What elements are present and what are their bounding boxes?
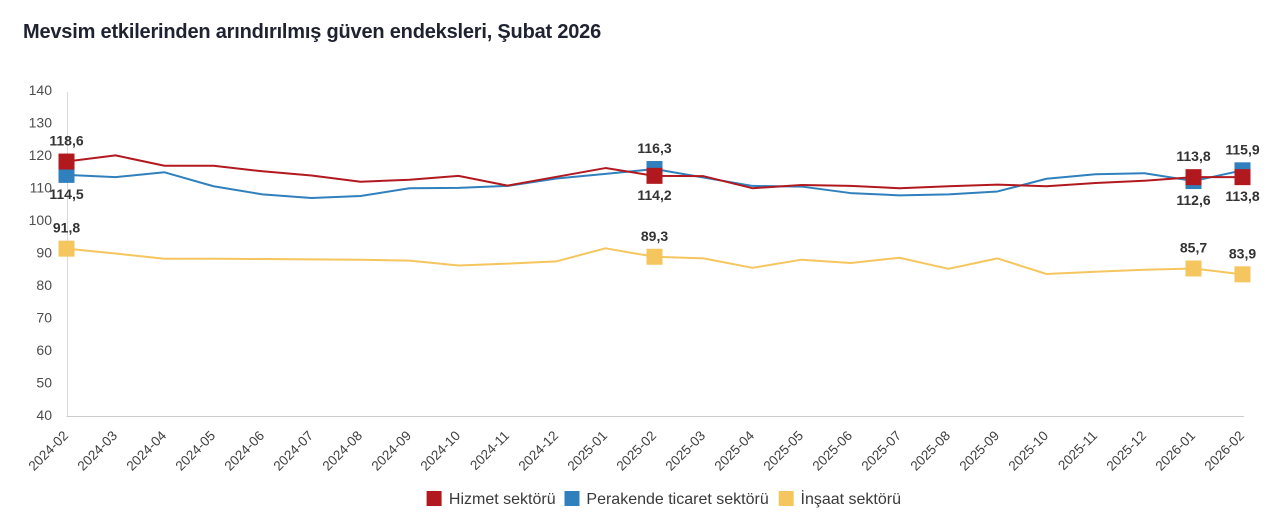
svg-text:113,8: 113,8 xyxy=(1176,148,1210,164)
svg-text:114,2: 114,2 xyxy=(637,187,671,203)
svg-text:112,6: 112,6 xyxy=(1176,192,1210,208)
svg-text:110: 110 xyxy=(30,180,53,196)
svg-text:90: 90 xyxy=(36,245,52,261)
svg-text:60: 60 xyxy=(36,342,52,358)
svg-text:40: 40 xyxy=(36,407,52,423)
svg-text:89,3: 89,3 xyxy=(641,228,668,244)
svg-text:70: 70 xyxy=(36,310,52,326)
svg-text:113,8: 113,8 xyxy=(1225,188,1259,204)
svg-text:91,8: 91,8 xyxy=(53,220,80,236)
svg-text:115,9: 115,9 xyxy=(1225,141,1259,157)
svg-text:116,3: 116,3 xyxy=(637,140,671,156)
svg-text:120: 120 xyxy=(29,147,53,163)
svg-text:85,7: 85,7 xyxy=(1180,240,1207,256)
svg-text:100: 100 xyxy=(29,212,53,228)
svg-text:Hizmet sektörü: Hizmet sektörü xyxy=(449,491,556,508)
svg-text:114,5: 114,5 xyxy=(49,186,83,202)
svg-text:Mevsim etkilerinden arındırılm: Mevsim etkilerinden arındırılmış güven e… xyxy=(23,21,601,43)
svg-text:83,9: 83,9 xyxy=(1229,245,1256,261)
svg-text:Perakende ticaret sektörü: Perakende ticaret sektörü xyxy=(586,491,768,508)
svg-text:140: 140 xyxy=(29,82,53,98)
svg-text:50: 50 xyxy=(36,375,52,391)
svg-text:İnşaat sektörü: İnşaat sektörü xyxy=(801,489,902,508)
svg-text:130: 130 xyxy=(29,115,53,131)
svg-text:80: 80 xyxy=(36,277,52,293)
svg-text:118,6: 118,6 xyxy=(49,133,83,149)
